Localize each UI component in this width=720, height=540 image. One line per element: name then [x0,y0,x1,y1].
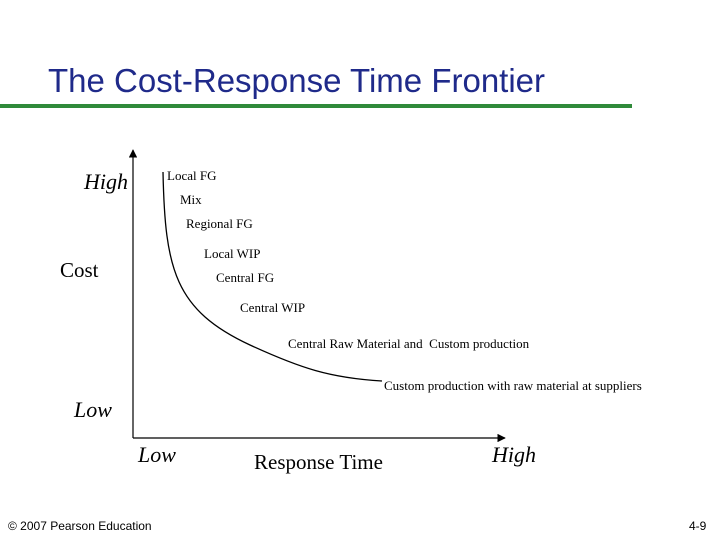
y-axis-label: Cost [60,258,99,282]
point-label: Local FG [167,168,217,183]
point-label: Central FG [216,270,275,285]
y-axis-high-label: High [84,169,128,194]
x-axis-low-label: Low [138,442,176,467]
frontier-curve [162,171,383,382]
point-label: Local WIP [204,246,261,261]
y-axis-low-label: Low [74,397,112,422]
copyright-text: © 2007 Pearson Education [8,519,152,533]
point-label: Central WIP [240,300,306,315]
title-divider [0,104,632,108]
point-label: Mix [180,192,202,207]
slide-title: The Cost-Response Time Frontier [48,62,546,99]
page-number: 4-9 [689,519,707,533]
point-label: Custom production with raw material at s… [384,378,642,393]
point-label: Regional FG [186,216,253,231]
point-label: Central Raw Material and Custom producti… [288,336,530,351]
x-axis-label: Response Time [254,450,383,474]
x-axis-high-label: High [492,442,536,467]
